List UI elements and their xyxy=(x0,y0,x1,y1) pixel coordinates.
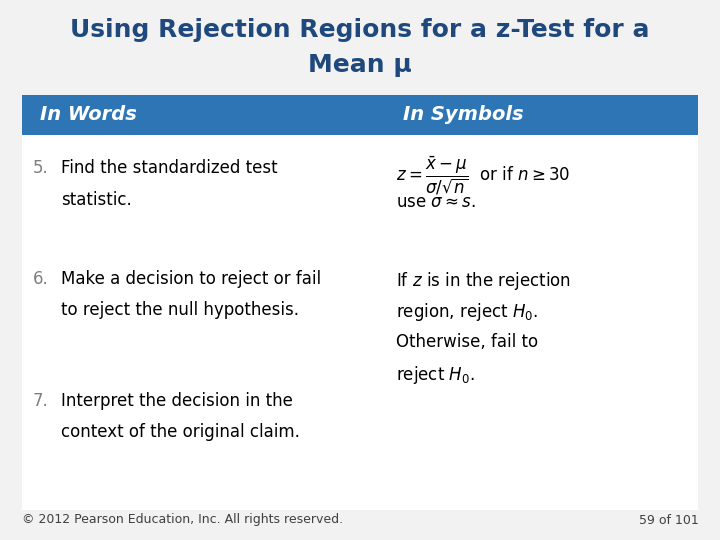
Text: 5.: 5. xyxy=(32,159,48,177)
Text: Using Rejection Regions for a z-Test for a: Using Rejection Regions for a z-Test for… xyxy=(71,18,649,42)
Text: Mean μ: Mean μ xyxy=(308,53,412,77)
Text: 59 of 101: 59 of 101 xyxy=(639,514,698,526)
Text: Interpret the decision in the: Interpret the decision in the xyxy=(61,392,293,409)
Text: use $\sigma \approx s$.: use $\sigma \approx s$. xyxy=(396,193,476,211)
Text: region, reject $H_0$.: region, reject $H_0$. xyxy=(396,301,539,323)
Text: to reject the null hypothesis.: to reject the null hypothesis. xyxy=(61,301,300,319)
Text: 7.: 7. xyxy=(32,392,48,409)
FancyBboxPatch shape xyxy=(22,94,698,135)
FancyBboxPatch shape xyxy=(22,94,698,510)
Text: In Symbols: In Symbols xyxy=(403,105,524,124)
Text: © 2012 Pearson Education, Inc. All rights reserved.: © 2012 Pearson Education, Inc. All right… xyxy=(22,514,343,526)
Text: Find the standardized test: Find the standardized test xyxy=(61,159,278,177)
Text: In Words: In Words xyxy=(40,105,137,124)
Text: $z = \dfrac{\bar{x} - \mu}{\sigma / \sqrt{n}}$  or if $n \geq 30$: $z = \dfrac{\bar{x} - \mu}{\sigma / \sqr… xyxy=(396,154,570,197)
Text: Make a decision to reject or fail: Make a decision to reject or fail xyxy=(61,270,321,288)
Text: statistic.: statistic. xyxy=(61,191,132,208)
Text: reject $H_0$.: reject $H_0$. xyxy=(396,364,474,386)
Text: context of the original claim.: context of the original claim. xyxy=(61,423,300,441)
Text: 6.: 6. xyxy=(32,270,48,288)
Text: Otherwise, fail to: Otherwise, fail to xyxy=(396,333,538,350)
Text: If $z$ is in the rejection: If $z$ is in the rejection xyxy=(396,270,571,292)
